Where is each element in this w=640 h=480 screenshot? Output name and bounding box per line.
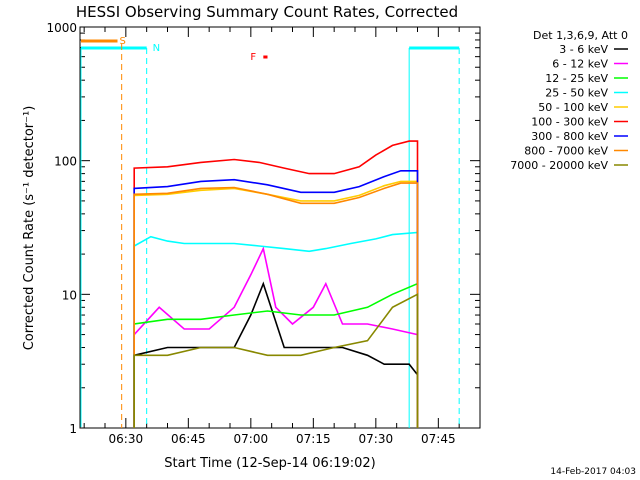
footer-date: 14-Feb-2017 04:03 [550,467,636,477]
series-line [133,246,419,428]
observing-markers: S N F [80,36,460,428]
series-group [133,140,419,428]
legend-entry-label: 100 - 300 keV [531,116,608,129]
x-tick-label: 07:15 [296,432,331,446]
x-tick-label: 07:30 [359,432,394,446]
series-line [133,292,419,428]
y-axis-ticks: 1 10 100 1000 [46,21,480,436]
chart-title: HESSI Observing Summary Count Rates, Cor… [76,3,458,21]
y-tick-label: 100 [54,155,77,169]
legend-entry-label: 12 - 25 keV [545,72,608,85]
x-axis-label: Start Time (12-Sep-14 06:19:02) [164,456,375,471]
series-line [133,140,419,428]
y-tick-label: 1000 [46,21,77,35]
plot-frame [79,26,481,429]
series-line [133,180,419,428]
series-line [133,182,419,428]
series-line [133,282,419,428]
legend-entry-label: 25 - 50 keV [545,87,608,100]
legend-entry-label: 3 - 6 keV [559,43,608,56]
x-tick-label: 06:45 [171,432,206,446]
saa-label: S [120,36,126,47]
x-axis-ticks: 06:30 06:45 07:00 07:15 07:30 07:45 [83,27,481,446]
y-tick-label: 10 [62,288,77,302]
legend-title: Det 1,3,6,9, Att 0 [533,29,628,42]
legend-entry-label: 50 - 100 keV [538,101,608,114]
night-label: N [153,43,160,54]
legend-entry-label: 7000 - 20000 keV [510,159,608,172]
legend-entry-label: 300 - 800 keV [531,130,608,143]
series-line [133,231,419,428]
x-tick-label: 07:45 [421,432,456,446]
legend-entry-label: 6 - 12 keV [552,58,608,71]
series-line [133,281,419,428]
y-tick-label: 1 [69,422,77,436]
series-line [133,170,419,428]
x-tick-label: 07:00 [234,432,269,446]
x-tick-label: 06:30 [109,432,144,446]
flare-label: F [250,52,256,63]
legend-entry-label: 800 - 7000 keV [524,145,608,158]
y-axis-label: Corrected Count Rate (s⁻¹ detector⁻¹) [22,106,37,351]
